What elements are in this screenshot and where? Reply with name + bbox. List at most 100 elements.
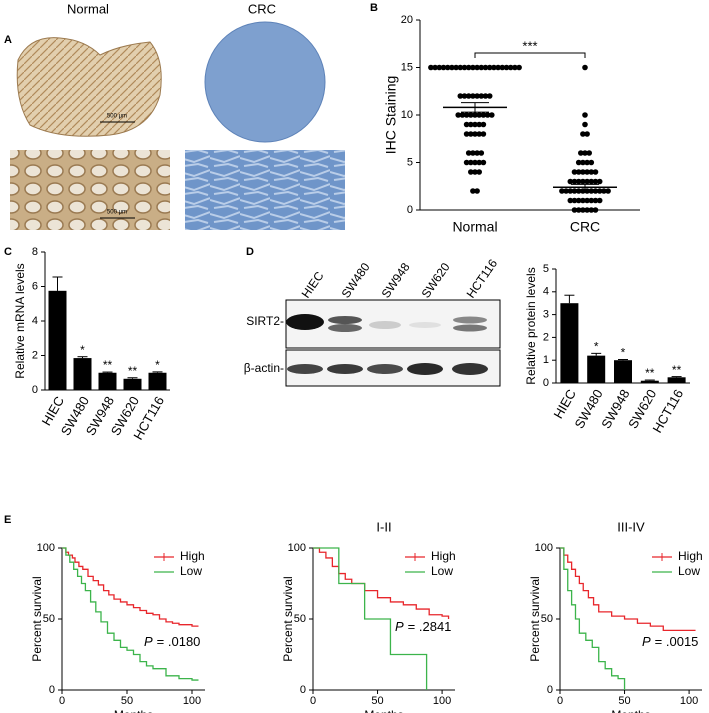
dot xyxy=(584,169,590,175)
dot xyxy=(588,169,595,175)
dot xyxy=(575,178,582,185)
survival-curve xyxy=(62,547,199,681)
dot xyxy=(461,93,468,99)
dot xyxy=(571,197,578,204)
p-value: P = .2841 xyxy=(395,619,451,634)
p-number: = .0015 xyxy=(655,634,699,649)
y-tick-label: 15 xyxy=(401,61,413,73)
significance-bracket xyxy=(474,52,586,58)
significance-label: * xyxy=(621,346,626,360)
dot xyxy=(588,178,595,185)
bar xyxy=(48,290,67,390)
y-tick-label: 5 xyxy=(407,156,413,168)
dot xyxy=(596,197,603,204)
chart-title: I-II xyxy=(376,519,391,534)
dot xyxy=(575,169,582,175)
x-tick-label: 100 xyxy=(183,695,201,707)
p-number: = .0180 xyxy=(157,634,201,649)
dot xyxy=(440,64,447,71)
dot xyxy=(472,159,478,166)
x-tick-label: 50 xyxy=(121,695,133,707)
band xyxy=(327,364,363,374)
dot xyxy=(459,112,466,118)
crc-tissue-overview xyxy=(204,21,326,143)
dot xyxy=(453,64,459,71)
dot xyxy=(465,150,472,156)
p-value: P = .0180 xyxy=(144,634,200,649)
dot xyxy=(472,131,478,137)
significance-label: ** xyxy=(103,358,113,372)
significance-label: *** xyxy=(522,38,537,53)
band xyxy=(367,364,403,374)
dot xyxy=(474,93,480,99)
dot xyxy=(476,112,483,118)
y-tick-label: 4 xyxy=(32,315,38,327)
dot xyxy=(486,64,493,71)
y-tick-label: 1 xyxy=(543,354,549,366)
bar xyxy=(148,372,167,390)
y-axis-label: Percent survival xyxy=(281,576,295,661)
significance-label: ** xyxy=(645,366,655,380)
survival-curve xyxy=(313,547,428,690)
dot xyxy=(489,112,495,118)
p-number: = .2841 xyxy=(408,619,452,634)
y-tick-label: 10 xyxy=(401,109,413,121)
y-axis-label: IHC Staining xyxy=(383,76,399,155)
dot xyxy=(580,197,586,204)
column-label: Normal xyxy=(67,1,109,16)
dot xyxy=(491,64,497,71)
x-axis-label: Months xyxy=(114,708,153,713)
x-tick-label: 100 xyxy=(433,695,451,707)
panel-label: C xyxy=(4,246,12,258)
dot xyxy=(575,197,582,204)
significance-label: ** xyxy=(672,363,682,377)
normal-tissue-zoom xyxy=(10,150,170,230)
legend-label: Low xyxy=(180,564,202,578)
dot xyxy=(495,64,501,71)
bar xyxy=(640,380,659,383)
dot xyxy=(470,150,476,156)
blot-row-label: β-actin- xyxy=(244,361,284,375)
dot xyxy=(472,169,478,175)
band xyxy=(286,314,324,330)
y-tick-label: 8 xyxy=(32,246,38,258)
dot xyxy=(571,169,578,175)
x-tick-label: Normal xyxy=(452,219,497,235)
lane-label: HCT116 xyxy=(464,256,501,300)
dot xyxy=(571,178,578,185)
bar xyxy=(667,377,686,383)
band xyxy=(369,321,401,329)
dot xyxy=(463,131,470,137)
bar xyxy=(560,303,579,383)
dot xyxy=(463,121,470,128)
p-value: P = .0015 xyxy=(642,634,698,649)
lane-label: SW948 xyxy=(379,260,413,301)
dot xyxy=(486,93,493,99)
x-axis-label: Months xyxy=(364,708,403,713)
dot xyxy=(563,188,569,194)
dot xyxy=(476,159,483,166)
x-axis-label: Months xyxy=(611,708,650,713)
significance-label: * xyxy=(594,340,599,354)
dot xyxy=(567,178,574,185)
dot xyxy=(584,207,590,213)
blot-row-label: SIRT2- xyxy=(246,314,284,328)
dot xyxy=(478,93,485,99)
x-tick-label: 0 xyxy=(310,695,316,707)
dot xyxy=(457,64,464,71)
dot xyxy=(470,188,476,194)
dot xyxy=(584,197,590,204)
bar xyxy=(587,355,606,383)
y-tick-label: 4 xyxy=(543,286,549,298)
y-axis-label: Relative protein levels xyxy=(524,267,538,384)
dot xyxy=(584,178,590,185)
band xyxy=(328,316,362,324)
dot xyxy=(478,150,485,156)
dot xyxy=(580,169,586,175)
y-tick-label: 2 xyxy=(32,349,38,361)
dot xyxy=(472,121,478,128)
significance-label: * xyxy=(80,343,85,357)
dot xyxy=(476,131,483,137)
x-tick-label: CRC xyxy=(570,219,600,235)
